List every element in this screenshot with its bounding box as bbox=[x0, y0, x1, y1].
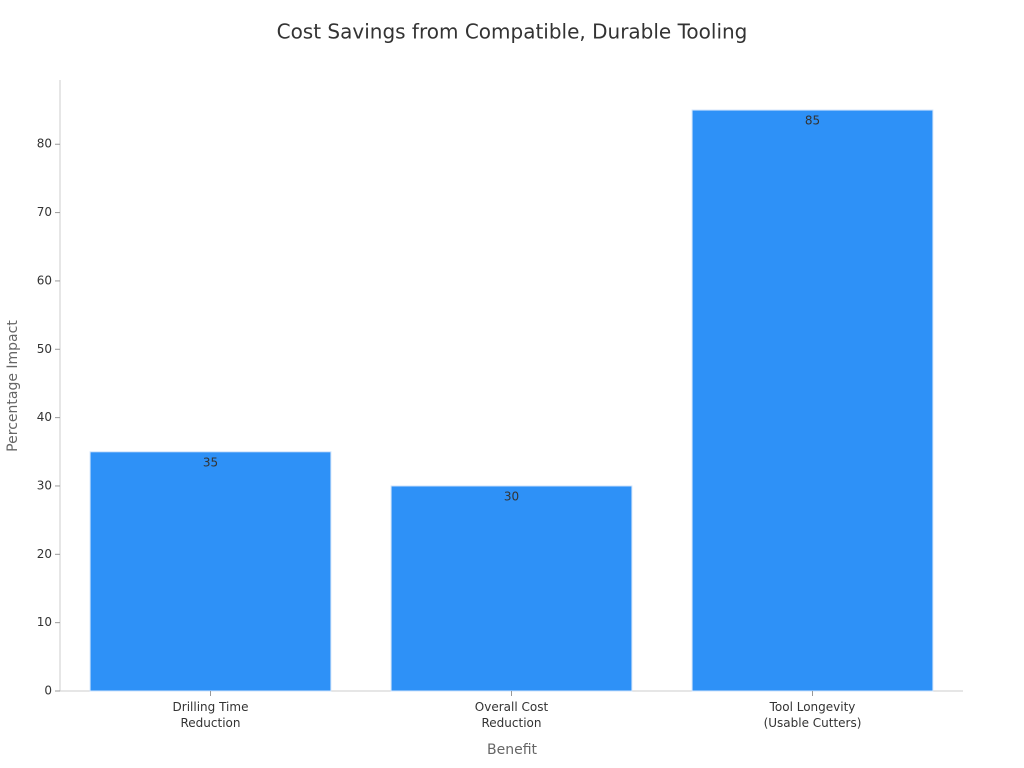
x-tick-label: Overall Cost Reduction bbox=[474, 700, 549, 730]
y-tick-label: 10 bbox=[37, 615, 52, 629]
y-tick-label: 70 bbox=[37, 205, 52, 219]
y-tick-label: 20 bbox=[37, 547, 52, 561]
data-label: 35 bbox=[203, 455, 218, 469]
y-tick-label: 0 bbox=[44, 684, 52, 698]
x-tick-label: Drilling Time Reduction bbox=[172, 700, 249, 730]
data-label: 30 bbox=[504, 489, 519, 503]
x-axis-label: Benefit bbox=[487, 742, 538, 758]
x-tick-label: Tool Longevity (Usable Cutters) bbox=[763, 700, 862, 730]
y-tick-label: 30 bbox=[37, 478, 52, 492]
y-tick-label: 40 bbox=[37, 410, 52, 424]
data-label: 85 bbox=[805, 114, 820, 128]
y-axis-label: Percentage Impact bbox=[5, 320, 21, 452]
y-tick-label: 60 bbox=[37, 273, 52, 287]
bar bbox=[89, 451, 332, 692]
bar bbox=[691, 109, 934, 692]
chart-title: Cost Savings from Compatible, Durable To… bbox=[277, 20, 748, 44]
bar bbox=[390, 485, 633, 692]
y-tick-label: 50 bbox=[37, 342, 52, 356]
y-tick-label: 80 bbox=[37, 137, 52, 151]
